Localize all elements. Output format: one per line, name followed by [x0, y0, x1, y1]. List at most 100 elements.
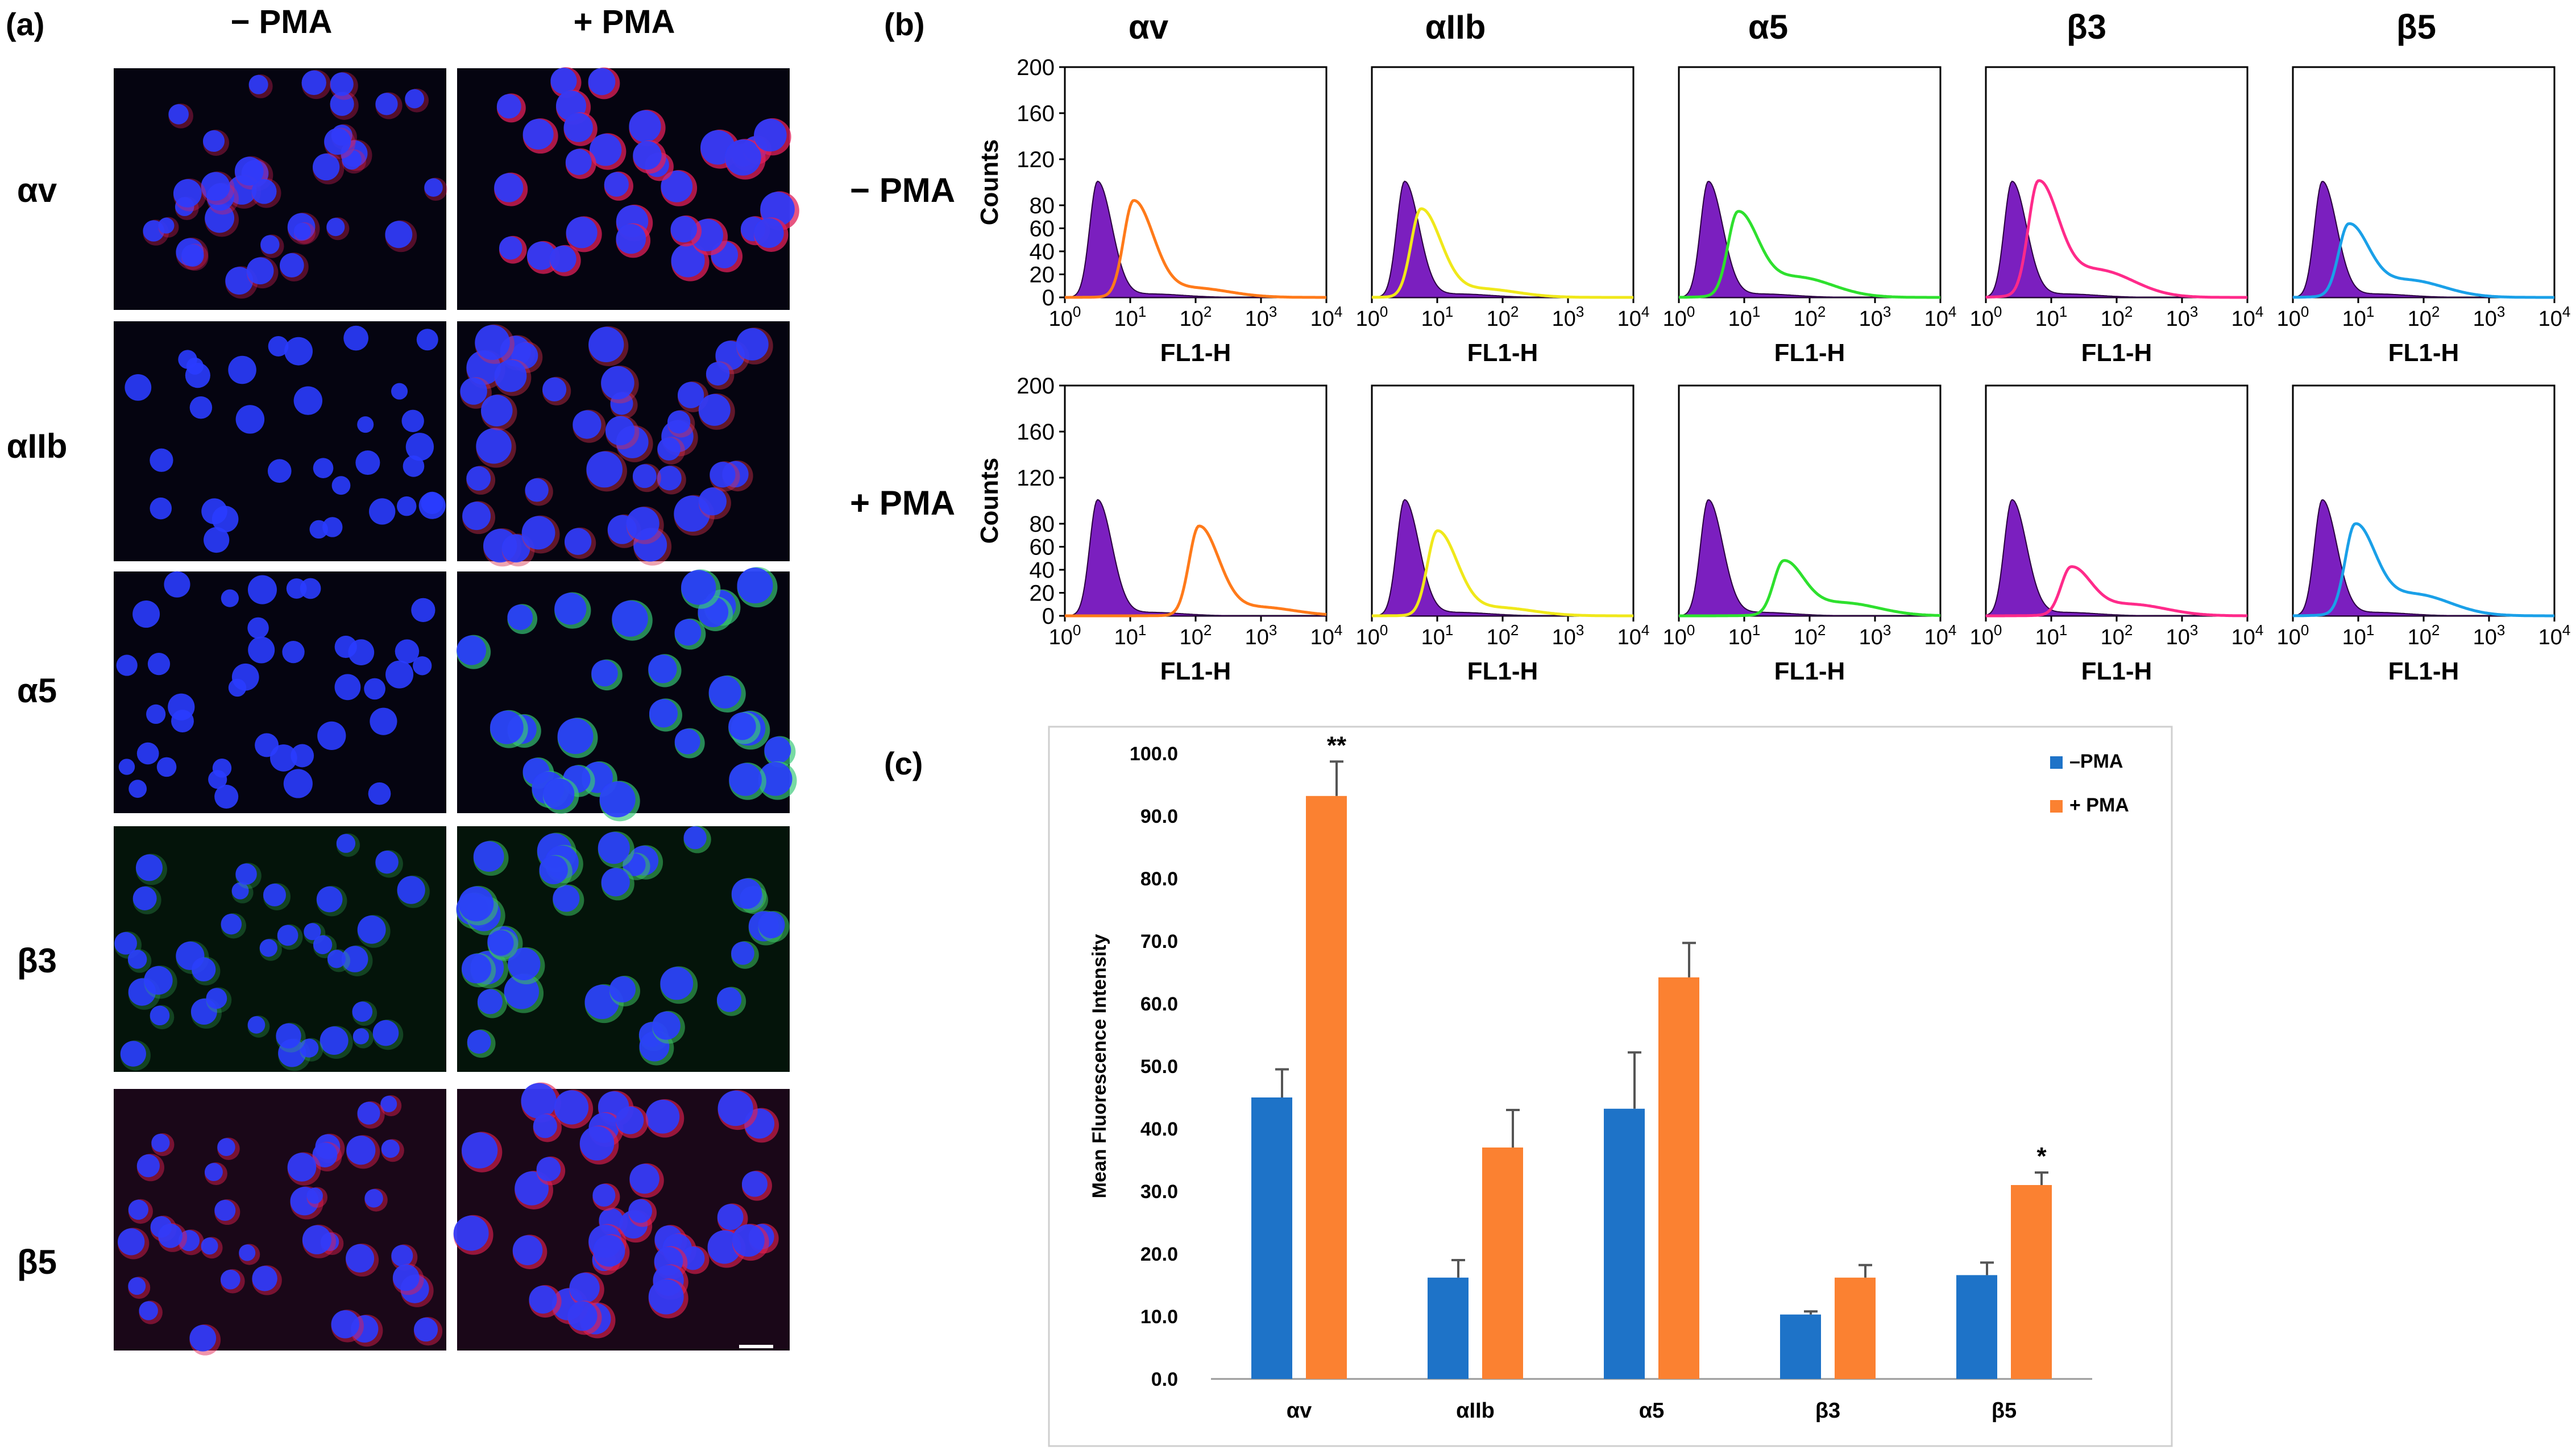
- legend-label-plus-pma: + PMA: [2069, 794, 2129, 816]
- flow-xtick-label: 100: [2277, 303, 2309, 331]
- flow-xtick-label: 101: [1728, 622, 1761, 649]
- bar-2-0: [1604, 1108, 1645, 1379]
- flow-header-a5: α5: [1748, 8, 1788, 46]
- bar-category-label: β5: [1992, 1399, 2017, 1423]
- flow-xtick-label: 103: [2473, 622, 2506, 649]
- micro-tile-0-1: [457, 67, 799, 310]
- flow-header-av: αv: [1129, 8, 1169, 46]
- flow-xtick-label: 104: [2231, 303, 2264, 331]
- flow-xtick-label: 101: [2342, 622, 2375, 649]
- bar-ytick-label: 0.0: [1151, 1369, 1178, 1390]
- flow-xtick-label: 101: [2035, 622, 2068, 649]
- flow-xtick-label: 101: [1421, 303, 1454, 331]
- flow-ylabel: Counts: [976, 139, 1003, 226]
- flow-xtick-label: 103: [1245, 622, 1277, 649]
- micro-tile-1-1: [457, 321, 790, 567]
- flow-plot-0-3: 100 101 102 103 104 FL1-H: [1970, 66, 2264, 367]
- cells: [118, 1095, 443, 1356]
- stained-histogram: [2293, 222, 2554, 299]
- flow-xtick-label: 103: [2166, 622, 2198, 649]
- flow-xtick-label: 100: [1663, 622, 1695, 649]
- flow-ytick-label: 120: [1017, 147, 1055, 172]
- flow-xtick-label: 104: [1924, 303, 1957, 331]
- micro-tile-2-0: [114, 571, 446, 813]
- flow-ytick-label: 80: [1030, 512, 1055, 537]
- panel-label-c: (c): [884, 745, 923, 781]
- flow-ylabel: Counts: [976, 458, 1003, 544]
- bar-4-0: [1956, 1275, 1997, 1379]
- micro-row-label-aiib: αIIb: [7, 427, 68, 465]
- bar-category-label: β3: [1815, 1399, 1840, 1423]
- cells: [460, 324, 773, 567]
- bar-0-0: [1251, 1097, 1292, 1379]
- micro-tile-0-0: [114, 68, 447, 310]
- flow-xtick-label: 102: [1794, 622, 1826, 649]
- flow-xtick-label: 103: [2166, 303, 2198, 331]
- panel-label-b: (b): [884, 6, 925, 42]
- significance-mark: **: [1327, 731, 1347, 759]
- micro-row-label-b5: β5: [17, 1243, 57, 1281]
- flow-ytick-label: 40: [1030, 239, 1055, 264]
- bar-ytick-label: 90.0: [1140, 806, 1178, 827]
- bar-category-label: α5: [1639, 1399, 1665, 1423]
- cells: [457, 567, 797, 822]
- flow-ytick-label: 20: [1030, 581, 1055, 606]
- flow-plot-0-1: 100 101 102 103 104 FL1-H: [1356, 66, 1649, 367]
- flow-xtick-label: 100: [1356, 303, 1388, 331]
- flow-header-b5: β5: [2396, 8, 2436, 46]
- flow-ytick-label: 200: [1017, 55, 1055, 80]
- flow-row-label-plus-pma: + PMA: [850, 484, 955, 522]
- stained-histogram: [1065, 199, 1326, 299]
- cells: [453, 1082, 779, 1339]
- flow-header-aiib: αIIb: [1425, 8, 1486, 46]
- isotype-histogram: [1678, 499, 1940, 616]
- bar-ytick-label: 70.0: [1140, 931, 1178, 952]
- flow-xlabel: FL1-H: [2388, 339, 2459, 367]
- micro-header-plus-pma: + PMA: [574, 3, 675, 40]
- micro-header-minus-pma: − PMA: [231, 3, 333, 40]
- flow-ytick-label: 0: [1042, 604, 1055, 629]
- flow-xtick-label: 101: [1114, 622, 1147, 649]
- stained-histogram: [1372, 529, 1633, 618]
- micro-tile-1-0: [114, 321, 446, 561]
- stained-histogram: [1985, 179, 2247, 299]
- flow-xlabel: FL1-H: [1160, 657, 1231, 685]
- flow-xtick-label: 100: [1049, 622, 1081, 649]
- flow-ytick-label: 160: [1017, 420, 1055, 445]
- bar-ytick-label: 30.0: [1140, 1181, 1178, 1203]
- legend-label-minus-pma: –PMA: [2069, 751, 2123, 772]
- flow-xtick-label: 100: [2277, 622, 2309, 649]
- flow-ytick-label: 0: [1042, 285, 1055, 310]
- micro-row-label-b3: β3: [17, 942, 57, 980]
- stained-histogram: [1372, 207, 1633, 299]
- panel-label-a: (a): [6, 6, 44, 42]
- scale-bar: [739, 1345, 773, 1348]
- significance-mark: *: [2036, 1142, 2047, 1170]
- flow-xlabel: FL1-H: [2081, 339, 2152, 367]
- flow-xlabel: FL1-H: [1774, 657, 1845, 685]
- bar-chart: 0.0 10.0 20.0 30.0 40.0 50.0 60.0 70.0 80.0 90.0 1…: [1130, 731, 2092, 1423]
- flow-xlabel: FL1-H: [2081, 657, 2152, 685]
- cells: [125, 325, 446, 553]
- flow-xtick-label: 104: [1310, 622, 1343, 649]
- flow-xtick-label: 100: [1049, 303, 1081, 331]
- flow-plot-1-4: 100 101 102 103 104 FL1-H: [2277, 384, 2571, 685]
- flow-xtick-label: 102: [2408, 622, 2440, 649]
- micro-tile-4-0: [114, 1089, 446, 1356]
- flow-row-label-minus-pma: − PMA: [850, 171, 955, 209]
- cells: [494, 67, 799, 281]
- bar-ytick-label: 80.0: [1140, 868, 1178, 890]
- micro-row-label-a5: α5: [17, 672, 57, 710]
- bar-1-1: [1482, 1148, 1523, 1379]
- flow-xtick-label: 103: [1859, 303, 1891, 331]
- stained-histogram: [1679, 210, 1940, 299]
- cells: [114, 833, 430, 1071]
- flow-xtick-label: 103: [1859, 622, 1891, 649]
- flow-xlabel: FL1-H: [1160, 339, 1231, 367]
- flow-xtick-label: 104: [2538, 622, 2571, 649]
- stained-histogram: [1986, 565, 2247, 618]
- flow-ytick-label: 160: [1017, 101, 1055, 126]
- flow-xtick-label: 100: [1356, 622, 1388, 649]
- bar-2-1: [1658, 977, 1699, 1379]
